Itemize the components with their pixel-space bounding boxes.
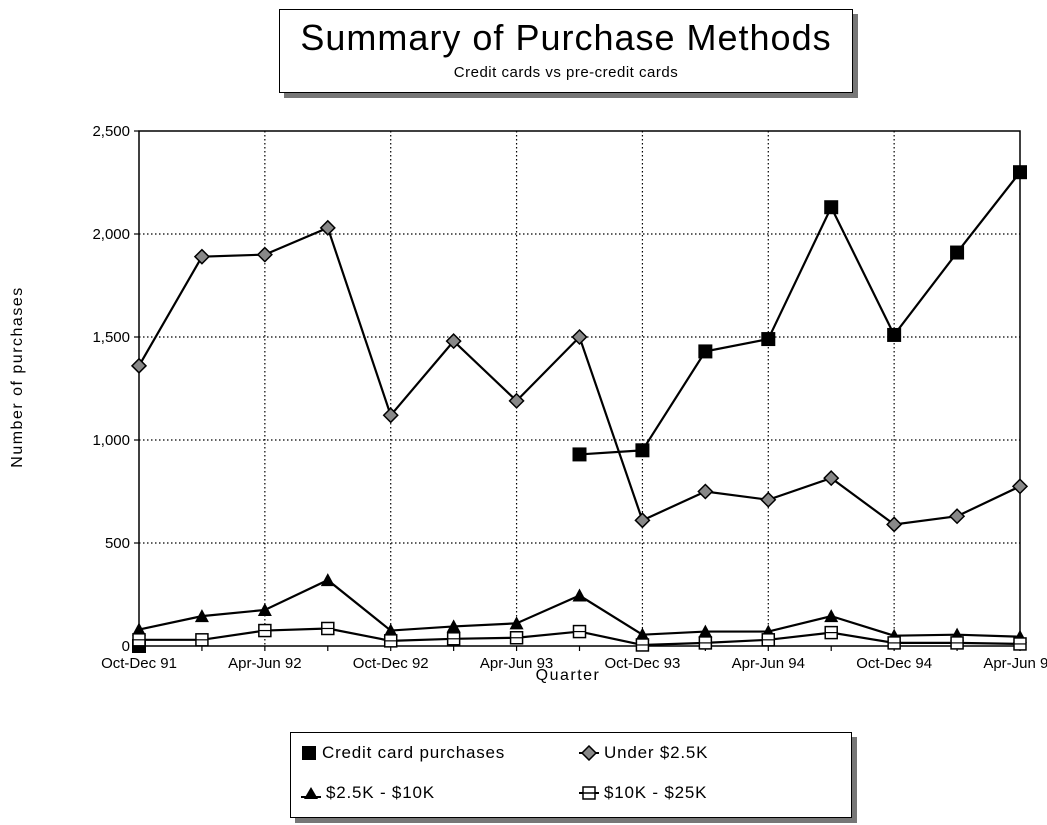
- data-point-hollow-square: [446, 632, 461, 646]
- x-tick-label: Apr-Jun 95: [983, 655, 1047, 672]
- chart-title: Summary of Purchase Methods: [300, 17, 832, 58]
- legend-item-10k-25k: $10K - $25K: [579, 783, 707, 803]
- data-point-hollow-square: [824, 625, 838, 640]
- data-point-triangle: [698, 624, 713, 638]
- data-point-square: [824, 200, 839, 215]
- data-point-hollow-square: [1013, 637, 1027, 651]
- data-point-hollow-square: [887, 636, 901, 650]
- data-point-square: [572, 447, 587, 462]
- data-point-triangle: [572, 588, 587, 602]
- data-point-diamond: [382, 407, 399, 424]
- legend-label: $2.5K - $10K: [326, 783, 435, 802]
- x-tick-label: Apr-Jun 93: [480, 655, 553, 672]
- legend-label: $10K - $25K: [604, 783, 708, 802]
- y-tick-label: 2,000: [92, 226, 130, 243]
- data-point-diamond: [193, 248, 210, 265]
- y-tick-label: 1,500: [92, 329, 130, 346]
- data-point-diamond: [886, 516, 903, 533]
- data-point-diamond: [130, 357, 148, 374]
- data-point-triangle: [635, 627, 650, 641]
- y-tick-label: 0: [122, 638, 130, 655]
- x-tick-label: Oct-Dec 94: [856, 655, 932, 672]
- series-under-2-5k: [130, 219, 1029, 533]
- data-point-triangle: [320, 573, 335, 587]
- series-line: [579, 171, 1021, 456]
- data-point-triangle: [446, 619, 461, 633]
- data-point-square: [761, 332, 776, 347]
- x-axis-ticks: Oct-Dec 91 Apr-Jun 92 Oct-Dec 92 Apr-Jun 93…: [101, 646, 1047, 672]
- data-point-hollow-square: [698, 636, 713, 650]
- hollow-square-icon: [579, 786, 599, 800]
- data-point-diamond: [508, 392, 525, 409]
- y-tick-label: 2,500: [92, 123, 130, 140]
- data-point-diamond: [634, 512, 651, 529]
- x-axis-label: Quarter: [536, 667, 601, 684]
- data-point-triangle: [194, 609, 209, 623]
- data-point-hollow-square: [258, 623, 272, 638]
- data-point-diamond: [571, 328, 588, 346]
- data-point-triangle: [824, 609, 839, 623]
- x-tick-label: Oct-Dec 91: [101, 655, 177, 672]
- grid-lines: [139, 131, 1020, 646]
- data-point-square: [635, 443, 650, 458]
- data-point-square: [950, 245, 965, 260]
- x-tick-label: Apr-Jun 92: [228, 655, 301, 672]
- y-axis-ticks: 0 500 1,000 1,500 2,000 2,500: [92, 123, 139, 655]
- data-point-triangle: [257, 602, 272, 616]
- data-point-triangle: [383, 623, 398, 637]
- legend-label: Under $2.5K: [604, 743, 709, 762]
- data-point-square: [698, 344, 713, 359]
- series-group: [130, 165, 1029, 653]
- legend-item-credit-card: Credit card purchases: [301, 743, 505, 763]
- x-tick-label: Oct-Dec 92: [353, 655, 429, 672]
- data-point-diamond: [760, 491, 777, 508]
- plot-area: [138, 130, 1021, 647]
- data-point-diamond: [445, 333, 462, 350]
- data-point-triangle: [132, 622, 146, 636]
- y-tick-label: 1,000: [92, 432, 130, 449]
- chart-subtitle: Credit cards vs pre-credit cards: [453, 64, 679, 81]
- series-line: [138, 226, 1021, 526]
- data-point-hollow-square: [950, 636, 964, 650]
- data-point-diamond: [256, 246, 273, 263]
- plot-border: [138, 130, 1021, 647]
- chart-title-box: Summary of Purchase Methods Credit cards…: [279, 9, 853, 93]
- series-credit-card-purchases: [132, 165, 1027, 653]
- data-point-triangle: [509, 616, 524, 630]
- diamond-icon: [579, 745, 599, 761]
- data-point-square: [887, 327, 902, 342]
- data-point-diamond: [319, 219, 336, 236]
- data-point-diamond: [823, 470, 840, 487]
- y-axis-label: Number of purchases: [9, 286, 26, 467]
- y-tick-label: 500: [105, 535, 130, 552]
- data-point-square: [1013, 165, 1027, 180]
- data-point-hollow-square: [383, 634, 398, 648]
- data-point-hollow-square: [635, 638, 650, 652]
- data-point-hollow-square: [132, 633, 146, 647]
- data-point-diamond: [1011, 478, 1029, 495]
- legend-label: Credit card purchases: [322, 743, 506, 762]
- filled-triangle-icon: [301, 787, 321, 799]
- data-point-hollow-square: [509, 631, 524, 645]
- data-point-hollow-square: [321, 621, 335, 636]
- series-10k-25k: [132, 621, 1027, 652]
- data-point-hollow-square: [761, 633, 776, 647]
- data-point-hollow-square: [195, 633, 209, 647]
- x-tick-label: Oct-Dec 93: [604, 655, 680, 672]
- data-point-diamond: [697, 483, 714, 500]
- legend: Credit card purchases Under $2.5K $2.5K …: [290, 732, 852, 818]
- legend-item-under-2-5k: Under $2.5K: [579, 743, 708, 763]
- data-point-hollow-square: [572, 624, 587, 639]
- x-tick-label: Apr-Jun 94: [732, 655, 805, 672]
- data-point-diamond: [949, 508, 966, 525]
- legend-item-2-5k-10k: $2.5K - $10K: [301, 783, 435, 803]
- filled-square-icon: [302, 746, 316, 760]
